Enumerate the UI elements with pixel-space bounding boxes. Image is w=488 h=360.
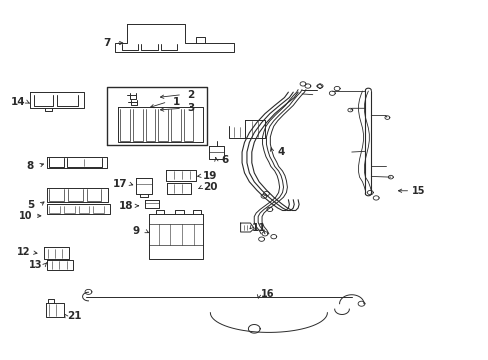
- Text: 5: 5: [27, 200, 35, 210]
- Text: 21: 21: [67, 311, 82, 321]
- Text: 16: 16: [261, 289, 274, 299]
- Text: 1: 1: [172, 97, 180, 107]
- Text: 14: 14: [10, 97, 25, 107]
- Text: 10: 10: [19, 211, 33, 221]
- Text: 19: 19: [203, 171, 217, 181]
- Text: 17: 17: [113, 179, 127, 189]
- Text: 9: 9: [132, 226, 140, 236]
- Text: 13: 13: [29, 260, 42, 270]
- Text: 12: 12: [17, 247, 30, 257]
- Text: 15: 15: [411, 186, 425, 196]
- Text: 8: 8: [26, 161, 34, 171]
- Text: 2: 2: [187, 90, 194, 100]
- Text: 4: 4: [277, 147, 284, 157]
- Text: 11: 11: [251, 224, 266, 233]
- Text: 7: 7: [103, 38, 110, 48]
- Text: 18: 18: [119, 201, 134, 211]
- Text: 20: 20: [203, 182, 217, 192]
- Text: 6: 6: [221, 155, 228, 165]
- Text: 3: 3: [187, 103, 194, 113]
